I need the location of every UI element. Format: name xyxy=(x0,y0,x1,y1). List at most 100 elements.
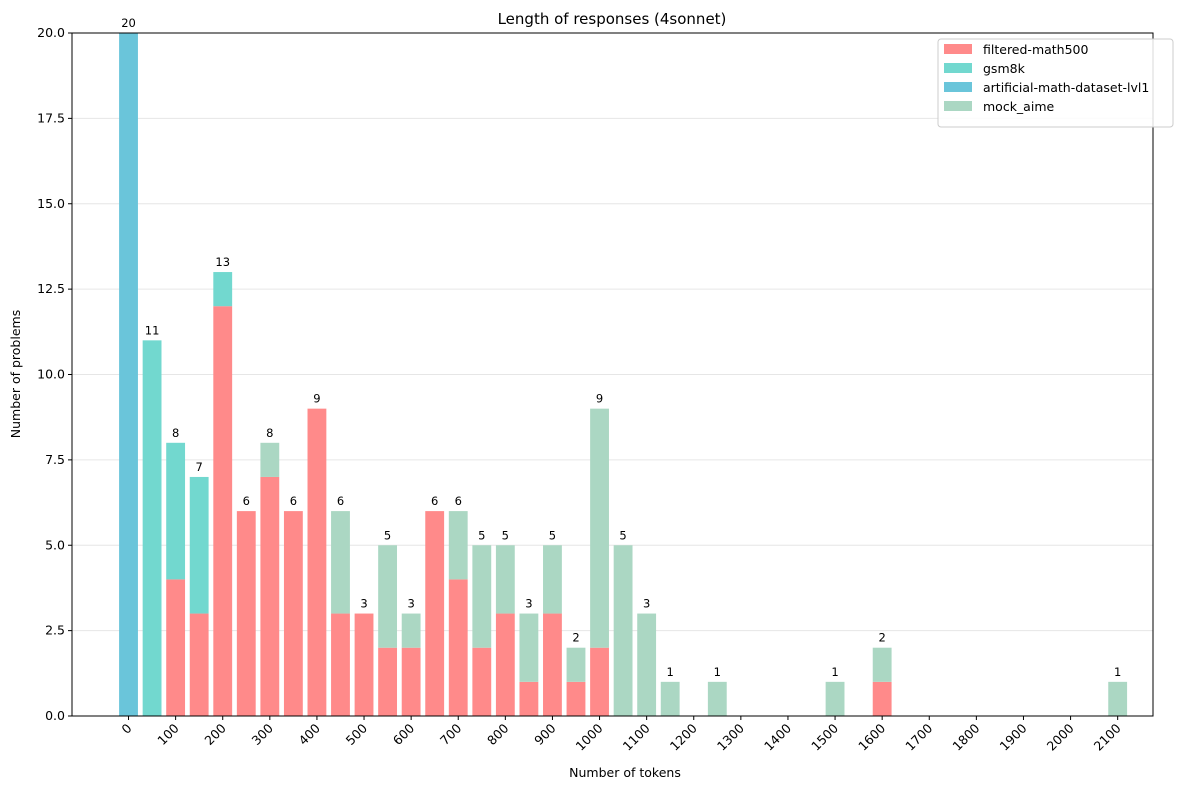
bar-total-label: 3 xyxy=(360,597,367,611)
bar-filtered-math500 xyxy=(260,476,280,716)
x-tick-label: 1900 xyxy=(996,720,1029,753)
bar-total-label: 1 xyxy=(714,665,721,679)
y-tick-label: 0.0 xyxy=(45,708,65,723)
bar-mock_aime xyxy=(637,613,657,716)
bar-mock_aime xyxy=(472,545,492,648)
bar-mock_aime xyxy=(331,511,350,614)
bar-total-label: 5 xyxy=(549,528,556,542)
bar-mock_aime xyxy=(660,681,680,716)
bar-mock_aime xyxy=(378,545,398,648)
y-tick-label: 15.0 xyxy=(37,196,65,211)
gridlines xyxy=(72,32,1153,717)
x-axis: 0 100 200 300 400 500 600 700 800 900 1000 1100 1200… xyxy=(118,716,1124,754)
bar-filtered-math500 xyxy=(378,647,398,716)
bar-mock_aime xyxy=(566,647,586,682)
bar-filtered-math500 xyxy=(166,579,186,716)
x-tick-label: 1200 xyxy=(667,720,700,753)
y-tick-label: 10.0 xyxy=(37,367,65,382)
bar-total-label: 3 xyxy=(643,597,650,611)
legend-label: artificial-math-dataset-lvl1 xyxy=(983,80,1149,95)
bar-filtered-math500 xyxy=(425,511,445,716)
bar-gsm8k xyxy=(142,340,162,716)
x-tick-label: 400 xyxy=(296,720,324,748)
x-tick-label: 500 xyxy=(343,720,371,748)
bar-mock_aime xyxy=(401,613,421,648)
x-tick-label: 2000 xyxy=(1044,720,1077,753)
bar-total-label: 6 xyxy=(431,494,438,508)
x-axis-label: Number of tokens xyxy=(569,765,681,780)
y-axis: 0.0 2.5 5.0 7.5 10.0 12.5 15.0 17.5 20.0 xyxy=(37,25,72,723)
bar-total-label: 6 xyxy=(243,494,250,508)
x-tick-label: 1400 xyxy=(761,720,794,753)
x-tick-label: 100 xyxy=(154,720,182,748)
bar-total-label: 2 xyxy=(572,631,579,645)
bar-filtered-math500 xyxy=(872,681,892,716)
bar-total-label: 6 xyxy=(455,494,462,508)
legend: filtered-math500 gsm8k artificial-math-dat… xyxy=(937,38,1174,128)
bar-total-label: 5 xyxy=(384,528,391,542)
bar-total-label: 1 xyxy=(831,665,838,679)
bar-total-label: 11 xyxy=(145,323,160,337)
x-tick-label: 1100 xyxy=(620,720,653,753)
x-tick-label: 2100 xyxy=(1091,720,1124,753)
x-tick-label: 1600 xyxy=(855,720,888,753)
y-tick-label: 20.0 xyxy=(37,25,65,40)
x-tick-label: 1000 xyxy=(573,720,606,753)
bar-filtered-math500 xyxy=(189,613,209,716)
y-tick-label: 17.5 xyxy=(37,110,65,125)
x-tick-label: 600 xyxy=(390,720,418,748)
legend-label: gsm8k xyxy=(983,61,1026,76)
bar-total-label: 6 xyxy=(337,494,344,508)
bar-mock_aime xyxy=(495,545,515,614)
bar-total-label: 5 xyxy=(502,528,509,542)
bar-total-label: 3 xyxy=(407,597,414,611)
x-tick-label: 300 xyxy=(248,720,276,748)
bar-filtered-math500 xyxy=(331,613,350,716)
x-tick-label: 1300 xyxy=(714,720,747,753)
legend-label: filtered-math500 xyxy=(983,42,1089,57)
bar-total-label: 9 xyxy=(596,392,603,406)
bar-total-label: 5 xyxy=(619,528,626,542)
x-tick-label: 1500 xyxy=(808,720,841,753)
bar-filtered-math500 xyxy=(401,647,421,716)
x-tick-label: 1700 xyxy=(902,720,935,753)
legend-swatch xyxy=(944,82,972,92)
bars xyxy=(119,33,1128,716)
x-tick-label: 0 xyxy=(118,720,134,736)
legend-swatch xyxy=(944,44,972,54)
bar-total-label: 5 xyxy=(478,528,485,542)
bar-filtered-math500 xyxy=(448,579,468,716)
bar-mock_aime xyxy=(1108,681,1128,716)
bar-filtered-math500 xyxy=(283,511,303,716)
legend-swatch xyxy=(944,101,972,111)
bar-total-label: 7 xyxy=(196,460,203,474)
x-tick-label: 800 xyxy=(484,720,512,748)
x-tick-label: 700 xyxy=(437,720,465,748)
bar-total-label: 1 xyxy=(1114,665,1121,679)
bar-mock_aime xyxy=(543,545,562,614)
y-tick-label: 7.5 xyxy=(45,452,65,467)
bar-total-label: 1 xyxy=(667,665,674,679)
x-tick-label: 1800 xyxy=(949,720,982,753)
bar-artificial-math-dataset-lvl1 xyxy=(119,33,138,716)
bar-filtered-math500 xyxy=(213,306,233,716)
bar-filtered-math500 xyxy=(472,647,492,716)
bar-total-label: 9 xyxy=(313,392,320,406)
y-tick-label: 2.5 xyxy=(45,623,65,638)
legend-swatch xyxy=(944,63,972,73)
bar-mock_aime xyxy=(590,408,609,648)
legend-frame xyxy=(937,38,1174,128)
bar-filtered-math500 xyxy=(354,613,374,716)
x-tick-label: 900 xyxy=(531,720,559,748)
bar-filtered-math500 xyxy=(495,613,515,716)
bar-mock_aime xyxy=(825,681,845,716)
legend-label: mock_aime xyxy=(983,99,1054,114)
bar-mock_aime xyxy=(448,511,468,580)
bar-total-label: 13 xyxy=(215,255,230,269)
bar-total-label: 20 xyxy=(121,16,136,30)
y-axis-label: Number of problems xyxy=(8,310,23,438)
bar-filtered-math500 xyxy=(590,647,609,716)
bar-total-label: 2 xyxy=(878,631,885,645)
bar-gsm8k xyxy=(166,442,186,580)
